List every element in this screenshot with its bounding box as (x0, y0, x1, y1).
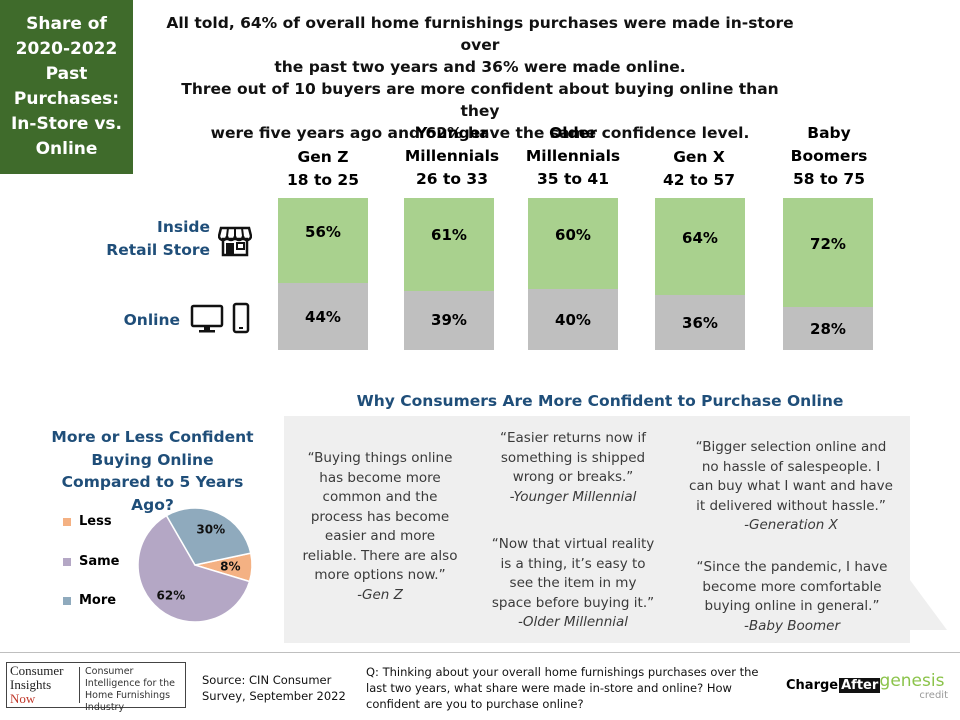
bar-segment-online-younger-millennials: 39% (404, 290, 494, 350)
quote-text: “Since the pandemic, I have become more … (696, 559, 888, 614)
logo-wordmark: Consumer Insights Now (10, 663, 64, 706)
bar-label-store-gen-x: 64% (682, 228, 718, 247)
logo-divider (79, 667, 80, 703)
bar-label-store-younger-millennials: 61% (431, 226, 467, 245)
legend-label-same: Same (79, 554, 120, 569)
quote-text: “Buying things online has become more co… (302, 450, 458, 583)
source-note: Source: CIN Consumer Survey, September 2… (202, 673, 346, 703)
storefront-icon (218, 226, 252, 257)
quote-attribution: -Older Millennial (517, 614, 629, 630)
bar-segment-online-older-millennials: 40% (528, 289, 618, 350)
row-label-store: Inside Retail Store (106, 218, 210, 259)
quote-attribution: -Generation X (744, 517, 838, 533)
desktop-monitor-icon (190, 304, 224, 333)
bar-label-online-baby-boomers: 28% (810, 319, 846, 338)
headline-line-3: Three out of 10 buyers are more confiden… (181, 80, 779, 120)
pie-label-less: 8% (220, 559, 240, 573)
quote-attribution: -Gen Z (357, 586, 403, 603)
speech-pointer (892, 580, 947, 630)
quote-text: “Easier returns now if something is ship… (500, 430, 646, 485)
bar-segment-online-baby-boomers: 28% (783, 307, 873, 350)
headline-line-2: the past two years and 36% were made onl… (274, 58, 686, 76)
quote-attribution: -Baby Boomer (743, 617, 841, 634)
legend-swatch-more (63, 596, 71, 605)
pie-slice-more (165, 507, 252, 566)
genesis-credit-logo: genesis credit (879, 671, 948, 702)
consumer-insights-now-logo: Consumer Insights Now Consumer Intellige… (6, 662, 186, 713)
gen-label-baby-boomers: Baby Boomers 58 to 75 (790, 124, 868, 188)
legend-item-more: More (63, 593, 116, 608)
row-label-online: Online (123, 311, 180, 329)
gen-label-gen-z: Gen Z 18 to 25 (287, 148, 359, 189)
bar-segment-online-gen-z: 44% (278, 283, 368, 350)
stacked-bar-chart: 56% 44% 61% 39% 60% 40% 64% 36% 72% 28% (278, 198, 873, 350)
bar-label-online-younger-millennials: 39% (431, 311, 467, 330)
why-section-title: Why Consumers Are More Confident to Purc… (356, 392, 844, 410)
quote-baby-boomer: “Since the pandemic, I have become more … (694, 558, 890, 636)
legend-label-more: More (79, 593, 117, 608)
bar-segment-store-baby-boomers: 72% (783, 198, 873, 308)
legend-label-less: Less (79, 514, 112, 529)
bar-label-store-gen-z: 56% (305, 222, 341, 241)
bar-segment-store-younger-millennials: 61% (404, 198, 494, 291)
quote-generation-x: “Bigger selection online and no hassle o… (688, 438, 894, 536)
gen-label-older-millennials: Older Millennials 35 to 41 (525, 124, 621, 188)
legend-item-same: Same (63, 554, 120, 569)
quote-text: “Bigger selection online and no hassle o… (689, 439, 893, 514)
bar-segment-store-gen-x: 64% (655, 198, 745, 296)
bar-label-online-older-millennials: 40% (555, 310, 591, 329)
pie-slice-same (137, 514, 251, 623)
bar-label-online-gen-z: 44% (305, 307, 341, 326)
legend-swatch-less (63, 517, 71, 526)
section-title-box: Share of 2020-2022 Past Purchases: In-St… (0, 0, 133, 174)
pie-chart: 8% 62% 30% (137, 507, 253, 623)
bar-label-online-gen-x: 36% (682, 313, 718, 332)
gen-label-younger-millennials: Younger Millennials 26 to 33 (404, 124, 500, 188)
pie-label-same: 62% (157, 588, 186, 602)
headline-line-1: All told, 64% of overall home furnishing… (166, 14, 794, 54)
quote-younger-millennial: “Easier returns now if something is ship… (488, 429, 658, 507)
quote-gen-z: “Buying things online has become more co… (300, 449, 460, 605)
survey-question: Q: Thinking about your overall home furn… (366, 665, 759, 711)
bar-label-store-older-millennials: 60% (555, 225, 591, 244)
pie-label-more: 30% (196, 523, 225, 537)
bar-label-store-baby-boomers: 72% (810, 234, 846, 253)
quote-attribution: -Younger Millennial (509, 488, 637, 505)
smartphone-icon (232, 302, 250, 334)
bar-segment-store-gen-z: 56% (278, 198, 368, 284)
chargeafter-logo: Charge After (786, 678, 881, 693)
headline-line-4: were five years ago and 62% have the sam… (210, 124, 750, 142)
footer-divider (0, 652, 960, 653)
legend-swatch-same (63, 557, 71, 566)
legend-item-less: Less (63, 514, 112, 529)
logo-tagline: Consumer Intelligence for the Home Furni… (85, 666, 175, 713)
quote-text: “Now that virtual reality is a thing, it… (491, 536, 655, 611)
quote-older-millennial: “Now that virtual reality is a thing, it… (488, 535, 658, 633)
bar-segment-online-gen-x: 36% (655, 295, 745, 350)
bar-segment-store-older-millennials: 60% (528, 198, 618, 290)
gen-label-gen-x: Gen X 42 to 57 (663, 148, 735, 189)
pie-chart-title: More or Less Confident Buying Online Com… (51, 428, 254, 514)
headline: All told, 64% of overall home furnishing… (160, 12, 800, 144)
quote-panel (284, 416, 910, 643)
